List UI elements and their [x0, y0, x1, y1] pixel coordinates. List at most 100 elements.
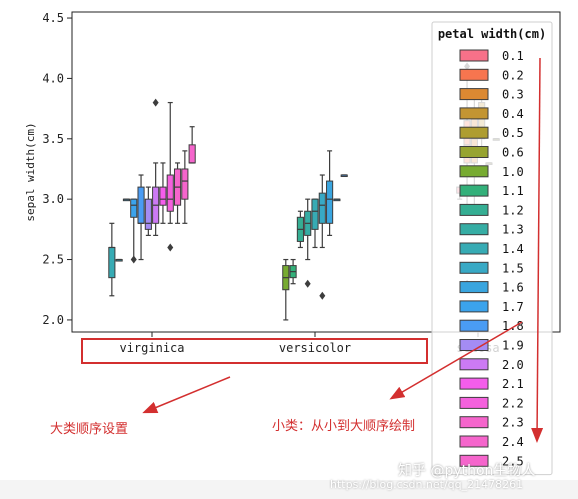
legend-label: 0.4 — [502, 107, 524, 121]
legend-swatch — [459, 300, 489, 313]
legend-label: 0.5 — [502, 126, 524, 140]
legend-label: 1.1 — [502, 184, 524, 198]
legend-swatch — [459, 68, 489, 81]
legend-swatch — [459, 454, 489, 467]
y-tick-label: 4.0 — [42, 71, 64, 85]
box-body — [318, 192, 326, 224]
legend-swatch — [459, 146, 489, 158]
plot-frame — [71, 11, 561, 333]
box-body — [326, 180, 334, 224]
arrow-legend-direction — [531, 57, 544, 443]
box-virginica-1_9 — [144, 186, 152, 236]
box-versicolor-1_6 — [326, 150, 334, 236]
legend-label: 2.4 — [502, 435, 524, 449]
legend-swatch — [459, 281, 489, 294]
y-axis-label: sepal width(cm) — [24, 122, 37, 221]
y-tick-label: 3.0 — [42, 192, 64, 206]
legend-swatch — [459, 88, 489, 101]
legend-swatch — [459, 242, 489, 255]
box-virginica-2_3 — [173, 162, 182, 224]
legend-label: 2.1 — [502, 377, 524, 391]
legend: petal width(cm) 0.1 0.2 0.3 0.4 0.5 0.6 1.0 1.1 1… — [431, 21, 553, 476]
legend-label: 1.6 — [502, 281, 524, 295]
box-virginica-2_4 — [181, 150, 189, 224]
annotation-category-order: 大类顺序设置 — [50, 422, 129, 437]
legend-label: 1.4 — [502, 242, 524, 256]
highlight-category-labels — [81, 338, 428, 364]
legend-label: 2.5 — [502, 454, 524, 468]
box-body — [188, 144, 196, 164]
legend-swatch — [459, 377, 489, 390]
legend-label: 0.2 — [502, 68, 524, 82]
box-versicolor-1_2 — [296, 210, 304, 249]
box-versicolor-1_7 — [333, 198, 341, 202]
legend-label: 0.1 — [502, 49, 524, 63]
box-virginica-1_8 — [137, 174, 145, 261]
legend-label: 2.2 — [502, 396, 524, 410]
box-body — [159, 186, 167, 206]
legend-swatch — [459, 435, 489, 448]
box-virginica-1_7 — [130, 198, 138, 264]
legend-label: 0.6 — [502, 146, 524, 160]
legend-swatch — [459, 358, 489, 371]
y-tick-label: 4.5 — [42, 11, 64, 25]
legend-swatch — [459, 396, 489, 409]
outlier-point — [167, 243, 174, 252]
outlier-point — [130, 255, 137, 264]
box-virginica-2_2 — [166, 101, 174, 252]
box-body — [311, 198, 319, 230]
legend-label: 1.7 — [502, 300, 524, 314]
legend-swatch — [459, 107, 489, 120]
box-virginica-1_4 — [108, 222, 116, 297]
legend-swatch — [459, 261, 489, 274]
box-body — [166, 174, 174, 212]
legend-swatch — [459, 223, 489, 236]
legend-label: 1.9 — [502, 339, 524, 353]
y-tick-label: 3.5 — [42, 132, 64, 146]
legend-label: 1.0 — [502, 165, 524, 179]
legend-swatch — [459, 319, 489, 332]
outlier-point — [152, 98, 159, 107]
box-virginica-2_5 — [188, 126, 196, 164]
arrow-hue-order — [389, 321, 523, 400]
box-versicolor-1_8 — [340, 174, 348, 178]
outlier-point — [319, 291, 326, 300]
legend-label: 2.0 — [502, 358, 524, 372]
box-body — [137, 186, 145, 224]
box-versicolor-1_3 — [304, 198, 312, 288]
page-footer-bar — [0, 480, 578, 499]
box-body — [130, 198, 138, 218]
box-virginica-2_1 — [159, 162, 167, 224]
outlier-point — [304, 279, 311, 288]
y-tick-label: 2.0 — [42, 313, 64, 327]
watermark-brand: 知乎 @python生物人 — [398, 463, 536, 479]
legend-label: 1.3 — [502, 223, 524, 237]
legend-label: 1.5 — [502, 261, 524, 275]
box-virginica-1_5 — [115, 258, 123, 262]
arrow-category-order — [142, 376, 231, 414]
x-tick-label: versicolor — [279, 341, 351, 355]
watermark-url: https://blog.csdn.net/qq_21478261 — [330, 478, 524, 491]
box-versicolor-1_4 — [311, 198, 319, 249]
legend-swatch — [459, 126, 489, 139]
legend-swatch — [459, 416, 489, 429]
box-versicolor-1_5 — [318, 174, 326, 300]
x-tick-label: virginica — [119, 341, 184, 355]
legend-swatch — [459, 203, 489, 216]
legend-frame — [431, 21, 553, 476]
box-versicolor-1_1 — [289, 258, 297, 285]
box-body — [181, 168, 189, 200]
legend-label: 2.3 — [502, 416, 524, 430]
legend-swatch — [459, 49, 489, 62]
box-body — [144, 198, 152, 230]
legend-label: 1.2 — [502, 203, 524, 217]
box-virginica-2_0 — [152, 98, 160, 236]
box-body — [108, 246, 116, 279]
legend-title: petal width(cm) — [438, 27, 546, 41]
legend-label: 0.3 — [502, 88, 524, 102]
y-tick-label: 2.5 — [42, 253, 64, 267]
legend-swatch — [459, 184, 489, 197]
annotation-hue-order: 小类：从小到大顺序绘制 — [272, 419, 416, 434]
legend-swatch — [459, 165, 489, 178]
